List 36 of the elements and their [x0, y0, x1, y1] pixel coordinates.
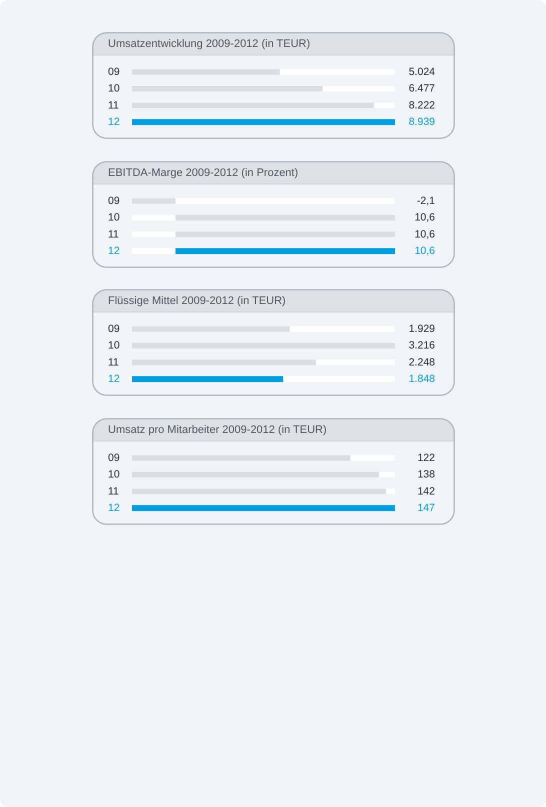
data-label: 3.216: [408, 340, 436, 352]
y-tick-label: 12: [108, 116, 120, 128]
chart-title: Flüssige Mittel 2009-2012 (in TEUR): [108, 295, 286, 308]
data-label: 6.477: [408, 82, 436, 95]
y-tick-label: 10: [108, 82, 120, 95]
y-tick-label: 10: [108, 340, 120, 352]
data-label: 10,6: [414, 228, 436, 240]
data-label: 10,6: [414, 244, 436, 257]
y-tick-label: 11: [108, 485, 120, 498]
y-tick-label: 11: [108, 356, 120, 369]
data-label: 138: [417, 468, 436, 481]
y-tick-label: 09: [108, 452, 120, 464]
chart-title: Umsatzentwicklung 2009-2012 (in TEUR): [108, 38, 310, 50]
data-label: 8.939: [408, 116, 436, 128]
y-tick-label: 11: [108, 228, 120, 240]
y-tick-label: 10: [108, 468, 120, 481]
y-tick-label: 09: [108, 323, 120, 336]
data-label: 8.222: [408, 99, 436, 112]
y-tick-label: 12: [108, 502, 120, 514]
chart-title: Umsatz pro Mitarbeiter 2009-2012 (in TEUR): [108, 424, 327, 436]
y-tick-label: 10: [108, 211, 120, 224]
data-label: 2.248: [408, 356, 436, 369]
data-label: 1.929: [408, 323, 436, 336]
data-label: 122: [417, 452, 436, 464]
y-tick-label: 09: [108, 66, 120, 78]
data-label: 10,6: [414, 211, 436, 224]
data-label: -2,1: [416, 194, 436, 207]
y-tick-label: 12: [108, 373, 120, 386]
chart-title: EBITDA-Marge 2009-2012 (in Prozent): [108, 166, 298, 179]
data-label: 147: [417, 502, 436, 514]
data-label: 142: [417, 485, 436, 498]
data-label: 5.024: [408, 66, 436, 78]
y-tick-label: 12: [108, 244, 120, 257]
y-tick-label: 11: [108, 99, 120, 112]
data-label: 1.848: [408, 373, 436, 386]
y-tick-label: 09: [108, 194, 120, 207]
